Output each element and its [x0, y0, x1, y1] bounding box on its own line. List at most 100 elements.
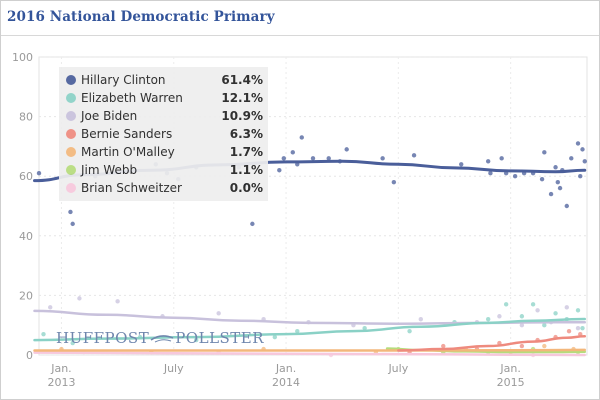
joe-biden-poll-point [77, 296, 82, 301]
elizabeth-warren-poll-point [70, 340, 75, 346]
hillary-clinton-poll-point [499, 156, 504, 161]
legend-item-hillary-clinton[interactable]: Hillary Clinton 61.4% [59, 72, 268, 89]
elizabeth-warren-poll-point [530, 302, 536, 307]
x-tick-label: Jan. [50, 362, 71, 375]
elizabeth-warren-poll-point [194, 337, 199, 343]
legend-value: 1.1% [229, 163, 263, 177]
x-tick-sublabel: 2013 [47, 376, 75, 389]
hillary-clinton-poll-point [553, 165, 558, 170]
hillary-clinton-poll-point [542, 150, 547, 155]
hillary-clinton-poll-point [68, 209, 73, 215]
hillary-clinton-poll-point [36, 171, 42, 176]
legend-label: Hillary Clinton [81, 73, 166, 87]
joe-biden-poll-point [535, 308, 540, 313]
hillary-clinton-poll-point [326, 156, 331, 161]
watermark-swoosh-icon [149, 329, 175, 347]
elizabeth-warren-poll-point [41, 331, 46, 337]
hillary-clinton-poll-point [488, 171, 493, 176]
legend-label: Martin O'Malley [81, 145, 175, 159]
elizabeth-warren-poll-point [407, 328, 412, 334]
elizabeth-warren-poll-point [295, 328, 300, 334]
elizabeth-warren-poll-point [553, 311, 558, 316]
legend-swatch-icon [66, 183, 76, 193]
legend-swatch-icon [66, 75, 76, 85]
martin-o-malley-trend-line [33, 348, 587, 352]
legend-value: 6.3% [229, 127, 263, 141]
hillary-clinton-poll-point [569, 156, 574, 161]
legend-item-brian-schweitzer[interactable]: Brian Schweitzer 0.0% [59, 180, 268, 197]
joe-biden-poll-point [48, 305, 53, 310]
y-tick-label: 20 [19, 289, 33, 302]
joe-biden-poll-point [575, 325, 581, 331]
legend-item-jim-webb[interactable]: Jim Webb 1.1% [59, 162, 268, 179]
y-tick-label: 40 [19, 230, 33, 243]
joe-biden-poll-point [497, 314, 502, 319]
hillary-clinton-poll-point [290, 150, 295, 155]
legend-item-joe-biden[interactable]: Joe Biden 10.9% [59, 108, 268, 125]
joe-biden-poll-point [564, 305, 569, 310]
x-tick-label: Jan. [499, 362, 520, 375]
brian-schweitzer-trend-line [33, 351, 587, 357]
hillary-clinton-poll-point [70, 221, 75, 227]
elizabeth-warren-poll-point [580, 325, 585, 331]
hillary-clinton-poll-point [557, 185, 563, 191]
chart-title: 2016 National Democratic Primary [7, 9, 275, 25]
legend-value: 0.0% [229, 181, 263, 195]
hillary-clinton-poll-point [575, 141, 581, 146]
hillary-clinton-poll-point [380, 156, 385, 161]
watermark-right: POLLSTER [175, 329, 265, 347]
legend-label: Jim Webb [81, 163, 138, 177]
legend-swatch-icon [66, 165, 76, 175]
bernie-sanders-poll-point [519, 343, 525, 349]
hillary-clinton-poll-point [277, 168, 282, 173]
legend-label: Joe Biden [81, 109, 138, 123]
legend-value: 61.4% [221, 73, 263, 87]
hillary-clinton-poll-point [578, 174, 583, 179]
y-tick-label: 80 [19, 111, 33, 124]
watermark-left: HUFFPOST [56, 329, 150, 347]
hillary-clinton-poll-point [250, 221, 255, 227]
hillary-clinton-poll-point [548, 191, 554, 197]
elizabeth-warren-poll-point [362, 325, 367, 331]
elizabeth-warren-poll-point [485, 317, 491, 322]
legend-item-elizabeth-warren[interactable]: Elizabeth Warren 12.1% [59, 90, 268, 107]
legend-label: Elizabeth Warren [81, 91, 183, 105]
martin-o-malley-poll-point [542, 343, 547, 349]
hillary-clinton-poll-point [310, 156, 316, 161]
legend-item-bernie-sanders[interactable]: Bernie Sanders 6.3% [59, 126, 268, 143]
elizabeth-warren-poll-point [575, 308, 581, 313]
bernie-sanders-poll-point [566, 328, 572, 334]
legend-value: 12.1% [221, 91, 263, 105]
hillary-clinton-poll-point [539, 176, 545, 182]
title-divider [1, 35, 599, 36]
legend-label: Brian Schweitzer [81, 181, 182, 195]
joe-biden-poll-point [418, 317, 424, 322]
joe-biden-poll-point [115, 299, 120, 304]
x-tick-sublabel: 2014 [272, 376, 300, 389]
hillary-clinton-poll-point [281, 156, 287, 161]
hillary-clinton-poll-point [555, 179, 561, 185]
joe-biden-poll-point [216, 311, 221, 316]
elizabeth-warren-poll-point [503, 302, 509, 307]
hillary-clinton-poll-point [580, 147, 585, 152]
bernie-sanders-trend-line [397, 334, 587, 352]
hillary-clinton-poll-point [391, 179, 397, 185]
hillary-clinton-poll-point [459, 162, 464, 167]
legend-label: Bernie Sanders [81, 127, 173, 141]
hillary-clinton-poll-point [582, 159, 587, 164]
hillary-clinton-poll-point [564, 203, 569, 209]
elizabeth-warren-trend-line [33, 317, 587, 342]
hillary-clinton-poll-point [299, 135, 304, 140]
joe-biden-trend-line [33, 309, 587, 325]
chart-legend: Hillary Clinton 61.4% Elizabeth Warren 12.1… [59, 67, 268, 201]
legend-item-martin-o-malley[interactable]: Martin O'Malley 1.7% [59, 144, 268, 161]
legend-swatch-icon [66, 111, 76, 121]
y-tick-label: 60 [19, 170, 33, 183]
legend-value: 1.7% [229, 145, 263, 159]
joe-biden-poll-point [519, 323, 525, 328]
hillary-clinton-poll-point [485, 159, 491, 164]
x-tick-sublabel: 2015 [497, 376, 525, 389]
bernie-sanders-poll-point [441, 343, 446, 349]
hillary-clinton-poll-point [344, 147, 349, 152]
legend-swatch-icon [66, 129, 76, 139]
